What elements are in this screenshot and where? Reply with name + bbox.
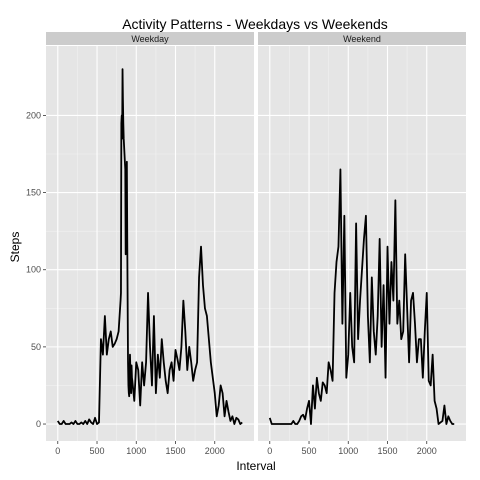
y-axis: 0 50 100 150 200 (26, 110, 46, 429)
x-axis-title: Interval (236, 459, 275, 473)
x-tick-label: 500 (302, 446, 317, 456)
y-tick-label: 200 (26, 110, 41, 120)
strip-label-weekday: Weekday (131, 34, 169, 44)
y-tick-label: 0 (36, 419, 41, 429)
x-tick-label: 1500 (377, 446, 397, 456)
strip-weekend (258, 32, 466, 45)
strip-weekday (46, 32, 254, 45)
panel-background (46, 46, 254, 441)
x-tick-label: 0 (267, 446, 272, 456)
x-tick-label: 1500 (165, 446, 185, 456)
x-tick-label: 1000 (338, 446, 358, 456)
x-tick-label: 2000 (205, 446, 225, 456)
chart-title: Activity Patterns - Weekdays vs Weekends (122, 16, 388, 32)
x-tick-label: 1000 (126, 446, 146, 456)
y-tick-label: 100 (26, 265, 41, 275)
y-tick-label: 50 (31, 342, 41, 352)
x-tick-label: 2000 (417, 446, 437, 456)
panel-weekday (46, 46, 254, 441)
x-axis: 0 500 1000 1500 2000 0 500 1000 1500 2000 (55, 441, 437, 456)
strip-label-weekend: Weekend (343, 34, 381, 44)
x-tick-label: 500 (90, 446, 105, 456)
panel-weekend (258, 46, 466, 441)
y-axis-title: Steps (8, 232, 22, 263)
series-line-weekday (57, 68, 243, 425)
series-line-weekend (268, 168, 455, 425)
y-tick-label: 150 (26, 188, 41, 198)
x-tick-label: 0 (55, 446, 60, 456)
